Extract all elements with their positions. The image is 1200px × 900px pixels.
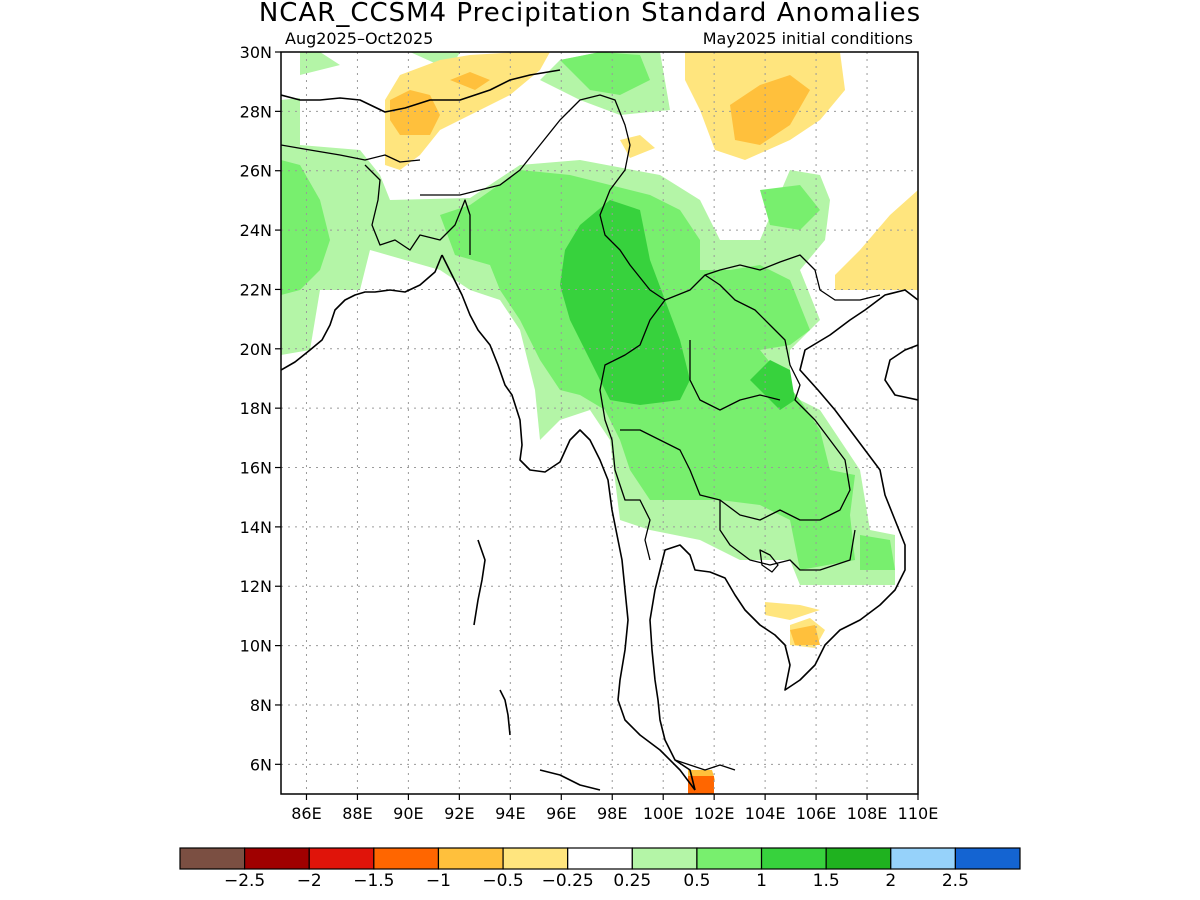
colorbar-label: 0.25: [613, 871, 651, 891]
lat-tick-label: 22N: [240, 280, 272, 299]
colorbar-swatch: [696, 847, 763, 870]
colorbar-label: 1.5: [813, 871, 840, 891]
lat-tick-label: 6N: [250, 755, 272, 774]
colorbar-swatch: [890, 847, 956, 870]
colorbar-label: 0.5: [683, 871, 710, 891]
lon-tick-label: 86E: [291, 804, 321, 823]
colorbar-swatch: [954, 847, 1021, 870]
lon-tick-label: 110E: [898, 804, 939, 823]
lon-tick-label: 102E: [694, 804, 735, 823]
lat-tick-label: 20N: [240, 340, 272, 359]
colorbar-swatch: [437, 847, 504, 870]
lat-tick-label: 18N: [240, 399, 272, 418]
lat-tick-label: 14N: [240, 518, 272, 537]
lon-tick-label: 94E: [495, 804, 525, 823]
lon-tick-label: 100E: [643, 804, 684, 823]
colorbar-label: 2: [885, 871, 896, 891]
lat-tick-label: 30N: [240, 43, 272, 62]
lon-tick-label: 104E: [745, 804, 786, 823]
colorbar-label: −0.25: [542, 871, 594, 891]
country-borders: [281, 94, 881, 771]
colorbar-label: −1: [426, 871, 451, 891]
colorbar-swatch: [179, 847, 246, 870]
colorbar-swatch: [760, 847, 827, 870]
lat-tick-label: 26N: [240, 162, 272, 181]
colorbar-label: −2: [297, 871, 322, 891]
lon-tick-label: 98E: [597, 804, 627, 823]
lon-tick-label: 96E: [546, 804, 576, 823]
lat-tick-label: 16N: [240, 459, 272, 478]
lat-tick-label: 8N: [250, 696, 272, 715]
colorbar-swatch: [502, 847, 569, 870]
lon-tick-label: 88E: [342, 804, 372, 823]
graticule: [281, 52, 918, 794]
coastlines: [281, 69, 918, 791]
colorbar-swatch: [308, 847, 375, 870]
figure-title: NCAR_CCSM4 Precipitation Standard Anomal…: [259, 0, 921, 28]
colorbar-swatch: [567, 847, 633, 870]
lon-tick-label: 90E: [393, 804, 423, 823]
lat-tick-label: 24N: [240, 221, 272, 240]
season-label: Aug2025–Oct2025: [285, 29, 433, 48]
colorbar-swatch: [631, 847, 698, 870]
colorbar-swatch: [825, 847, 892, 870]
anomaly-green: [560, 200, 795, 410]
colorbar-swatch: [373, 847, 440, 870]
lon-tick-label: 106E: [796, 804, 837, 823]
colorbar-swatch: [244, 847, 310, 870]
colorbar-label: −2.5: [224, 871, 265, 891]
lon-tick-label: 92E: [444, 804, 474, 823]
colorbar: −2.5 −2 −1.5 −1 −0.5 −0.25 0.25 0.5 1 1.5 2 2.5: [179, 847, 1021, 891]
axis-ticks: 30N 28N 26N 24N 22N 20N 18N 16N 14N 12N 10N 8N 6N 86E…: [240, 43, 939, 823]
lat-tick-label: 10N: [240, 637, 272, 656]
lat-tick-label: 12N: [240, 577, 272, 596]
colorbar-label: 2.5: [942, 871, 969, 891]
initial-conditions-label: May2025 initial conditions: [703, 29, 913, 48]
lat-tick-label: 28N: [240, 102, 272, 121]
colorbar-label: −0.5: [482, 871, 523, 891]
map-frame: [280, 51, 919, 795]
colorbar-label: −1.5: [353, 871, 394, 891]
lon-tick-label: 108E: [847, 804, 888, 823]
map-panel: [281, 52, 918, 794]
colorbar-label: 1: [756, 871, 767, 891]
